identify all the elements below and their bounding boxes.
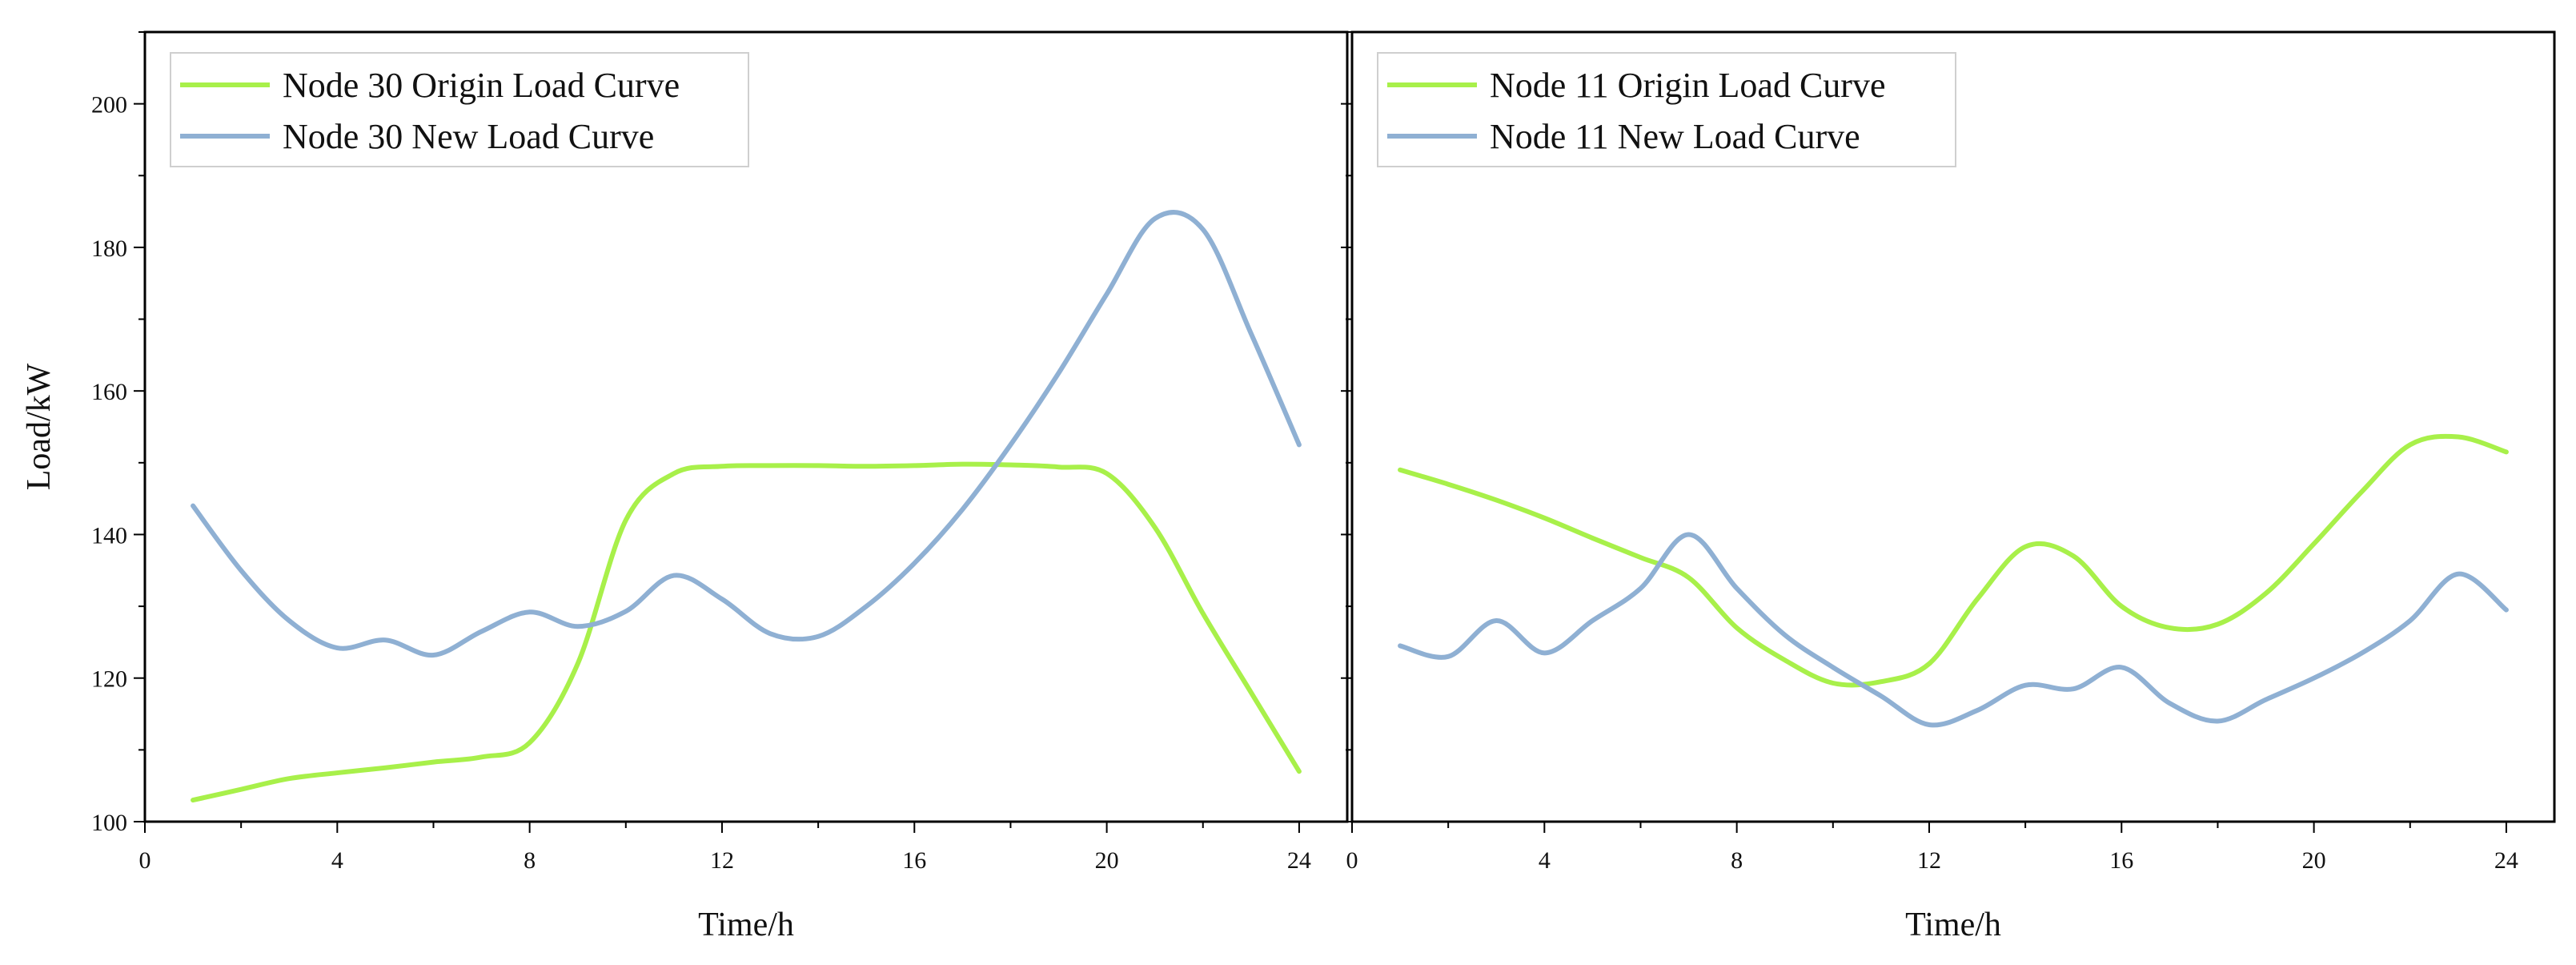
series-line-2-1 [1398, 433, 2509, 688]
legend-box-2 [1377, 52, 1956, 167]
x-tick-label-1-4: 4 [331, 847, 343, 874]
y-tick-label-180: 180 [91, 235, 127, 262]
legend-box-1 [170, 52, 749, 167]
x-tick-label-2-20: 20 [2302, 847, 2326, 874]
x-tick-label-1-8: 8 [524, 847, 536, 874]
x-tick-label-2-4: 4 [1539, 847, 1551, 874]
y-tick-label-140: 140 [91, 522, 127, 549]
x-tick-label-1-20: 20 [1095, 847, 1119, 874]
x-tick-label-2-8: 8 [1731, 847, 1743, 874]
x-axis-label-2: Time/h [1905, 907, 2001, 943]
x-tick-label-2-24: 24 [2494, 847, 2518, 874]
y-tick-label-160: 160 [91, 379, 127, 405]
legend-label-2-1: Node 11 Origin Load Curve [1490, 66, 1885, 105]
x-axis-label-1: Time/h [698, 907, 794, 943]
y-axis-label: Load/kW [21, 363, 58, 490]
series-line-1-1 [191, 461, 1302, 803]
legend-label-1-2: Node 30 New Load Curve [283, 117, 654, 156]
x-tick-label-1-24: 24 [1287, 847, 1311, 874]
plot-frame-2 [1350, 30, 2556, 823]
y-tick-label-120: 120 [91, 666, 127, 693]
x-tick-label-2-0: 0 [1346, 847, 1358, 874]
x-tick-label-2-12: 12 [1917, 847, 1941, 874]
x-tick-label-1-16: 16 [902, 847, 926, 874]
legend-label-2-2: Node 11 New Load Curve [1490, 117, 1860, 156]
x-tick-label-2-16: 16 [2109, 847, 2133, 874]
y-tick-label-200: 200 [91, 92, 127, 119]
plot-frame-1 [143, 30, 1349, 823]
series-line-2-2 [1398, 532, 2509, 728]
x-tick-label-1-0: 0 [139, 847, 151, 874]
legend-label-1-1: Node 30 Origin Load Curve [283, 66, 680, 105]
y-tick-label-100: 100 [91, 810, 127, 836]
x-tick-label-1-12: 12 [710, 847, 734, 874]
series-line-1-2 [191, 210, 1302, 658]
